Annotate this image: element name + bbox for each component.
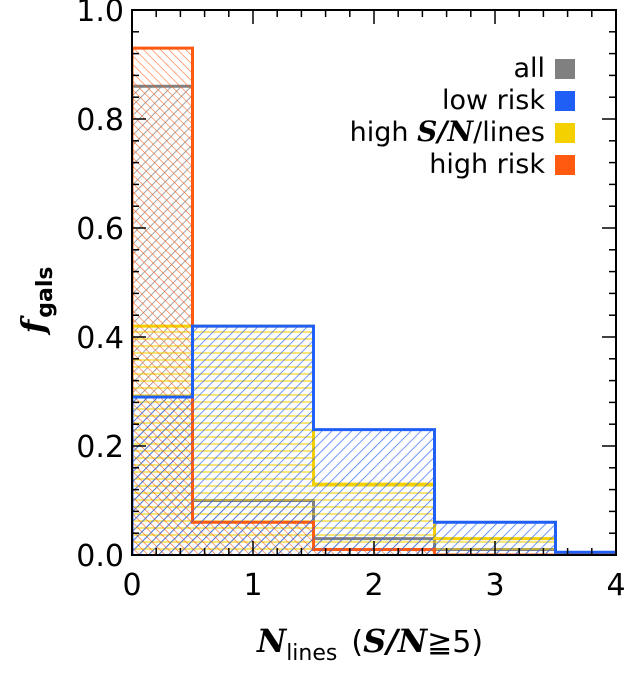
bar-low-risk-1 — [192, 326, 314, 555]
x-axis-title-sn: S/N — [363, 622, 429, 660]
bar-low-risk-0 — [132, 396, 193, 555]
y-tick-label: 0.8 — [76, 103, 124, 138]
y-tick-label: 0.4 — [76, 321, 124, 356]
svg-text:high S/N/lines: high S/N/lines — [350, 115, 545, 148]
legend-label-low-risk: low risk — [442, 85, 545, 116]
legend: all low risk high S/N/lines high risk — [350, 53, 575, 180]
x-tick-label: 2 — [364, 568, 383, 603]
y-axis-title-main: f — [14, 315, 52, 336]
tick-labels: 0 1 2 3 4 0.0 0.2 0.4 0.6 0.8 1.0 — [76, 0, 625, 603]
step-outline-low-risk — [132, 324, 616, 555]
x-axis-title: Nlines (S/N≧5) — [256, 622, 483, 666]
plot-area — [132, 46, 616, 555]
x-axis-title-cond: ≧5) — [427, 625, 483, 660]
legend-label-high-risk: high risk — [429, 149, 545, 180]
series-low-risk — [132, 324, 616, 555]
legend-swatch-high-risk — [555, 155, 575, 175]
axes — [131, 9, 617, 556]
legend-item-all: all — [513, 53, 575, 84]
legend-label-all: all — [513, 53, 545, 84]
legend-label-high-sn-ital: S/N — [417, 115, 474, 148]
x-tick-label: 3 — [485, 568, 504, 603]
legend-item-high-sn-lines: high S/N/lines — [350, 115, 575, 148]
y-tick-label: 0.6 — [76, 212, 124, 247]
y-tick-label: 1.0 — [76, 0, 124, 29]
bar-low-risk-2 — [313, 429, 435, 555]
x-axis-title-main: N — [256, 622, 288, 660]
x-tick-label: 1 — [243, 568, 262, 603]
x-tick-label: 4 — [606, 568, 625, 603]
legend-label-high-sn-prefix: high — [350, 117, 417, 148]
x-axis-title-paren: ( — [351, 625, 363, 660]
legend-swatch-low-risk — [555, 91, 575, 111]
y-axis-title: fgals — [14, 267, 58, 336]
legend-swatch-high-sn-lines — [555, 123, 575, 143]
svg-text:fgals: fgals — [14, 267, 58, 336]
svg-text:Nlines(S/N≧5): Nlines (S/N≧5) — [256, 622, 483, 666]
x-axis-title-sub: lines — [286, 641, 337, 666]
legend-item-low-risk: low risk — [442, 85, 575, 116]
x-tick-label: 0 — [122, 568, 141, 603]
legend-item-high-risk: high risk — [429, 149, 575, 180]
y-tick-label: 0.2 — [76, 430, 124, 465]
legend-label-high-sn-suffix: /lines — [473, 117, 545, 148]
legend-swatch-all — [555, 59, 575, 79]
y-tick-label: 0.0 — [76, 539, 124, 574]
y-axis-title-sub: gals — [33, 267, 58, 318]
